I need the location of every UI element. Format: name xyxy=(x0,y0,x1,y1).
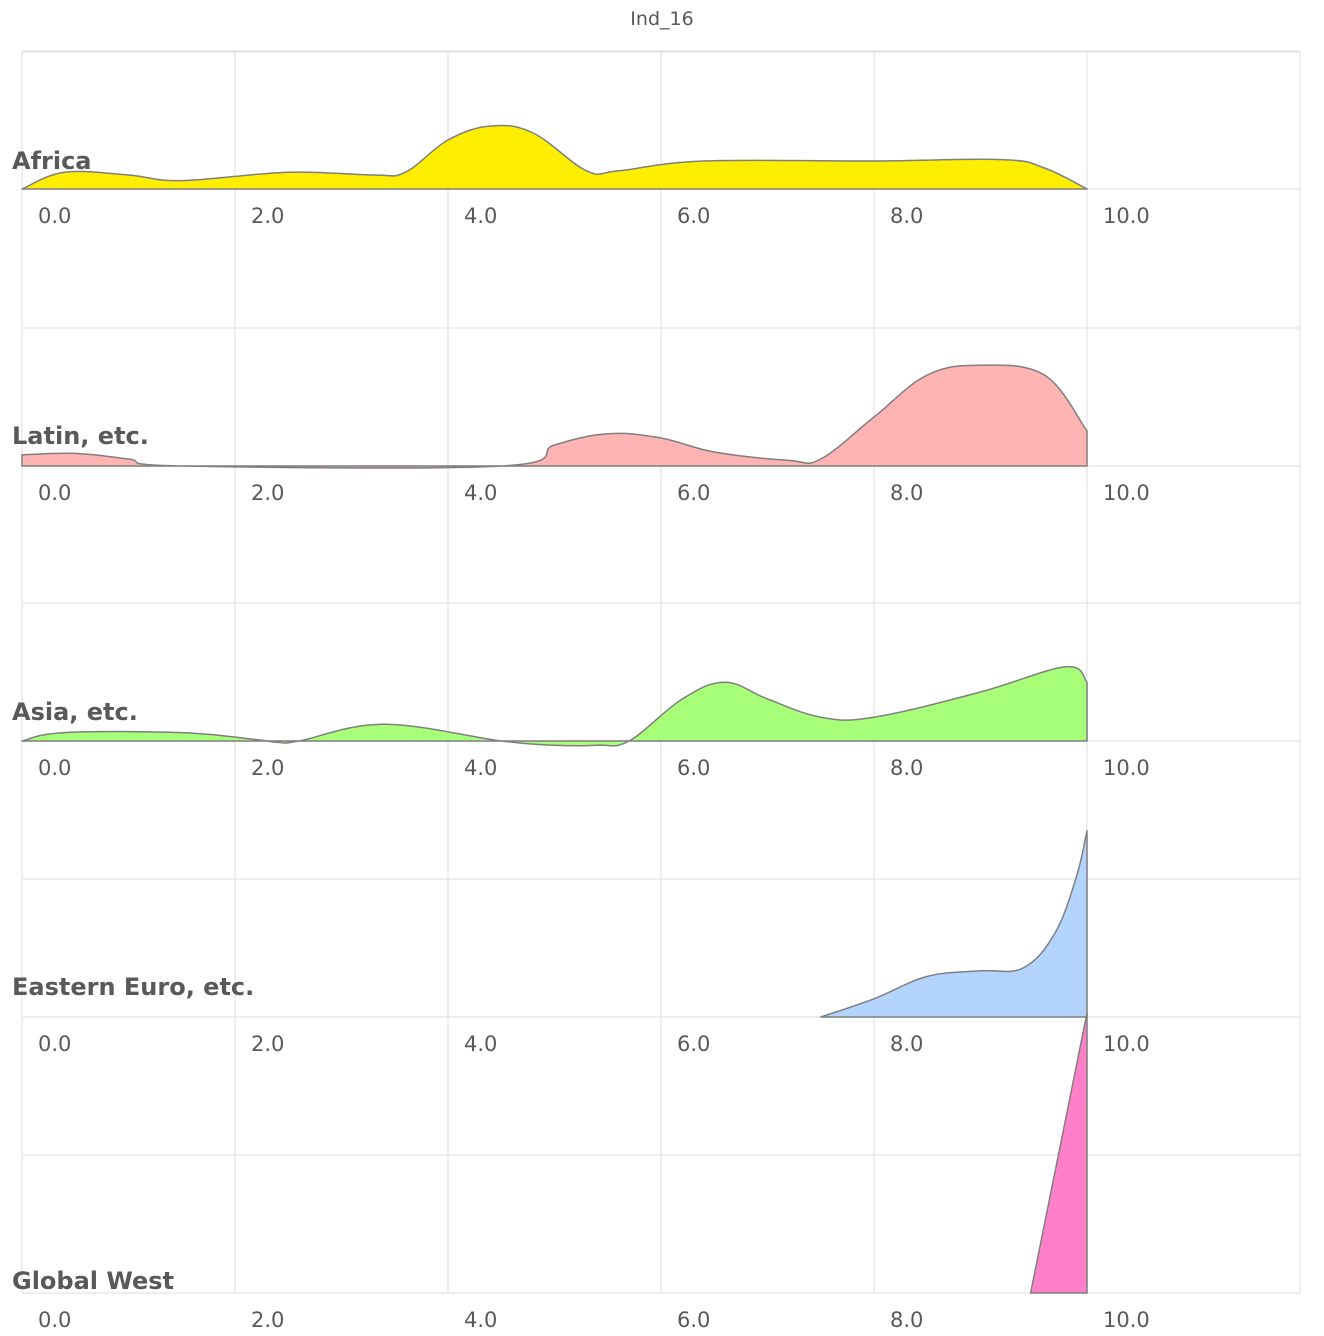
x-tick-label: 8.0 xyxy=(890,756,923,780)
x-tick-label: 10.0 xyxy=(1103,1032,1150,1056)
x-tick-label: 8.0 xyxy=(890,1032,923,1056)
x-tick-label: 2.0 xyxy=(251,204,284,228)
x-tick-label: 6.0 xyxy=(677,481,710,505)
x-tick-label: 8.0 xyxy=(890,1308,923,1332)
grid xyxy=(21,50,1301,1294)
x-tick-label: 10.0 xyxy=(1103,1308,1150,1332)
x-tick-label: 0.0 xyxy=(38,1032,71,1056)
x-tick-label: 6.0 xyxy=(677,204,710,228)
x-tick-label: 8.0 xyxy=(890,481,923,505)
x-tick-label: 0.0 xyxy=(38,756,71,780)
ridge-africa xyxy=(21,124,1088,190)
x-tick-label: 4.0 xyxy=(464,1032,497,1056)
row-label: Africa xyxy=(12,147,92,175)
ridge-global-west xyxy=(1029,1012,1088,1294)
x-tick-label: 0.0 xyxy=(38,481,71,505)
x-tick-label: 6.0 xyxy=(677,1308,710,1332)
x-tick-label: 2.0 xyxy=(251,1308,284,1332)
row-label: Asia, etc. xyxy=(12,698,138,726)
x-tick-label: 10.0 xyxy=(1103,204,1150,228)
x-tick-label: 6.0 xyxy=(677,756,710,780)
x-tick-label: 6.0 xyxy=(677,1032,710,1056)
chart-title: Ind_16 xyxy=(630,8,694,30)
x-tick-label: 0.0 xyxy=(38,204,71,228)
x-tick-label: 2.0 xyxy=(251,1032,284,1056)
x-tick-label: 4.0 xyxy=(464,1308,497,1332)
x-tick-label: 8.0 xyxy=(890,204,923,228)
row-label: Eastern Euro, etc. xyxy=(12,973,254,1001)
x-tick-label: 0.0 xyxy=(38,1308,71,1332)
row-label: Latin, etc. xyxy=(12,422,149,450)
x-tick-label: 10.0 xyxy=(1103,481,1150,505)
row-label: Global West xyxy=(12,1267,174,1295)
ridge-asia-etc xyxy=(21,666,1088,747)
x-tick-label: 4.0 xyxy=(464,756,497,780)
x-tick-label: 4.0 xyxy=(464,481,497,505)
ridge-latin-etc xyxy=(21,364,1088,469)
ridge-eastern-euro-etc xyxy=(820,830,1088,1018)
x-tick-label: 2.0 xyxy=(251,756,284,780)
x-tick-label: 4.0 xyxy=(464,204,497,228)
x-tick-label: 2.0 xyxy=(251,481,284,505)
x-tick-label: 10.0 xyxy=(1103,756,1150,780)
